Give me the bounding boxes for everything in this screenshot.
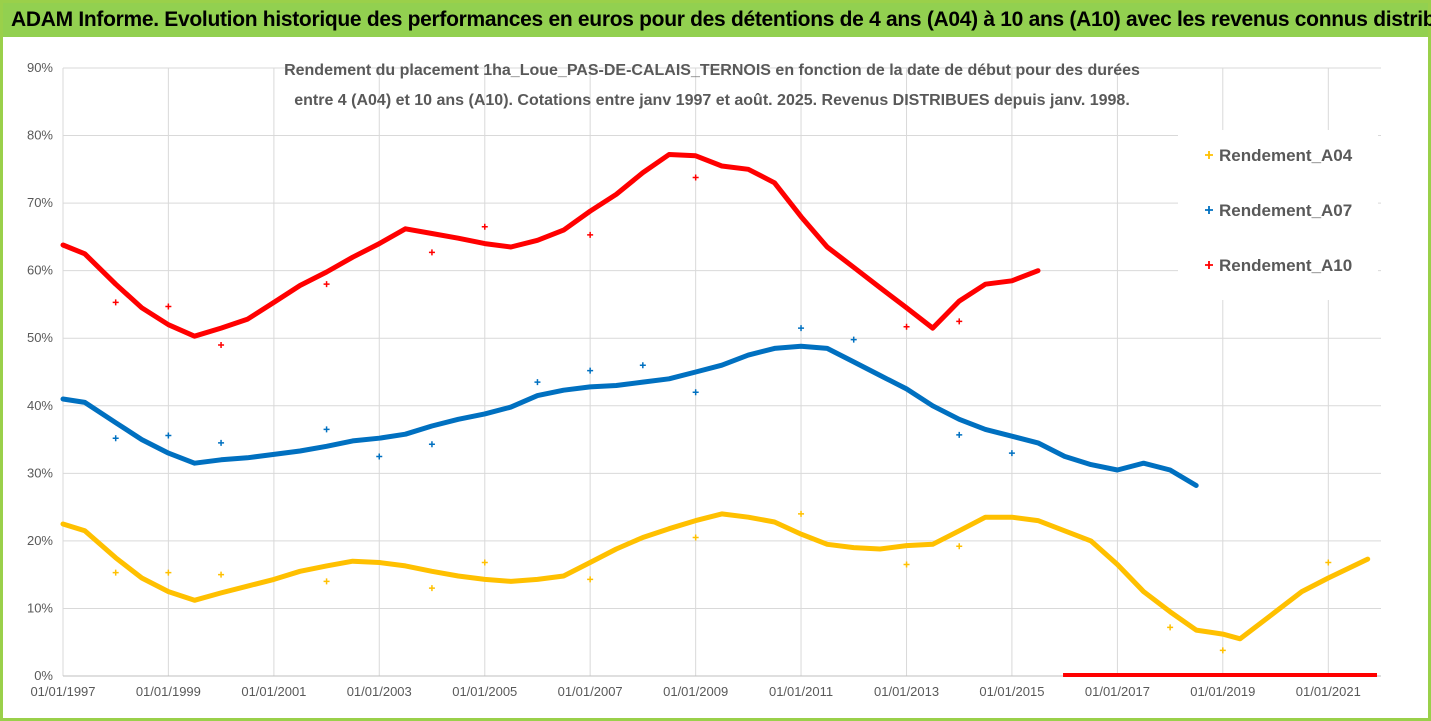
y-tick-label: 90% xyxy=(27,60,53,75)
series-layer xyxy=(60,152,1377,677)
data-point xyxy=(956,318,963,325)
legend-label: Rendement_A10 xyxy=(1219,256,1352,275)
legend-box xyxy=(1178,130,1378,300)
data-point xyxy=(1167,624,1174,631)
data-point xyxy=(218,439,225,446)
data-point xyxy=(428,249,435,256)
x-tick-label: 01/01/2007 xyxy=(558,684,623,699)
data-point xyxy=(587,367,594,374)
x-tick-label: 01/01/2013 xyxy=(874,684,939,699)
data-point xyxy=(165,303,172,310)
data-point xyxy=(218,571,225,578)
data-point xyxy=(850,336,857,343)
data-point xyxy=(798,325,805,332)
data-point xyxy=(587,576,594,583)
x-tick-label: 01/01/2015 xyxy=(979,684,1044,699)
grid xyxy=(62,67,1381,677)
data-point xyxy=(112,299,119,306)
data-point xyxy=(1219,647,1226,654)
data-point xyxy=(165,432,172,439)
data-point xyxy=(1325,559,1332,566)
x-tick-label: 01/01/2005 xyxy=(452,684,517,699)
data-point xyxy=(481,559,488,566)
data-point xyxy=(112,435,119,442)
y-tick-label: 10% xyxy=(27,600,53,615)
legend-marker xyxy=(1205,261,1213,269)
x-tick-label: 01/01/2021 xyxy=(1296,684,1361,699)
x-tick-label: 01/01/2009 xyxy=(663,684,728,699)
data-point xyxy=(428,585,435,592)
legend-label: Rendement_A04 xyxy=(1219,146,1353,165)
chart-title-line-1: Rendement du placement 1ha_Loue_PAS-DE-C… xyxy=(284,62,1140,79)
legend-marker xyxy=(1205,151,1213,159)
series-line-Rendement_A04 xyxy=(60,511,1371,642)
series-line-Rendement_A07 xyxy=(60,343,1199,488)
data-point xyxy=(956,543,963,550)
data-point xyxy=(534,379,541,386)
y-tick-label: 50% xyxy=(27,330,53,345)
data-point xyxy=(323,426,330,433)
page-title: ADAM Informe. Evolution historique des p… xyxy=(11,8,1431,31)
x-tick-label: 01/01/2003 xyxy=(347,684,412,699)
legend-label: Rendement_A07 xyxy=(1219,201,1352,220)
series-line-Rendement_A10 xyxy=(60,152,1041,339)
title-bar: ADAM Informe. Evolution historique des p… xyxy=(3,3,1431,37)
data-point xyxy=(798,510,805,517)
data-point xyxy=(692,389,699,396)
data-point xyxy=(692,174,699,181)
data-point xyxy=(218,341,225,348)
legend: Rendement_A04 Rendement_A07 Rendement_A10 xyxy=(1178,130,1378,300)
data-point xyxy=(587,231,594,238)
data-point xyxy=(903,561,910,568)
y-tick-label: 0% xyxy=(34,668,53,683)
y-tick-label: 80% xyxy=(27,128,53,143)
data-point xyxy=(376,453,383,460)
data-point xyxy=(112,569,119,576)
data-point xyxy=(1008,450,1015,457)
legend-marker xyxy=(1205,206,1213,214)
y-tick-label: 60% xyxy=(27,263,53,278)
data-point xyxy=(428,441,435,448)
data-point xyxy=(481,223,488,230)
data-point xyxy=(639,362,646,369)
data-point xyxy=(323,281,330,288)
x-tick-label: 01/01/2017 xyxy=(1085,684,1150,699)
y-tick-label: 20% xyxy=(27,533,53,548)
data-point xyxy=(956,431,963,438)
x-tick-label: 01/01/2001 xyxy=(241,684,306,699)
x-tick-label: 01/01/2011 xyxy=(769,684,833,699)
x-tick-label: 01/01/2019 xyxy=(1190,684,1255,699)
x-tick-label: 01/01/1997 xyxy=(30,684,95,699)
axes: 0% 10% 20% 30% 40% 50% 60% 70% 80% 90% 01/01/1997 0… xyxy=(27,60,1381,699)
data-point xyxy=(692,534,699,541)
y-tick-label: 70% xyxy=(27,195,53,210)
chart-title-line-2: entre 4 (A04) et 10 ans (A10). Cotations… xyxy=(294,92,1130,109)
data-point xyxy=(165,569,172,576)
data-point xyxy=(323,578,330,585)
data-point xyxy=(903,323,910,330)
y-tick-label: 30% xyxy=(27,465,53,480)
x-tick-label: 01/01/1999 xyxy=(136,684,201,699)
y-tick-label: 40% xyxy=(27,398,53,413)
